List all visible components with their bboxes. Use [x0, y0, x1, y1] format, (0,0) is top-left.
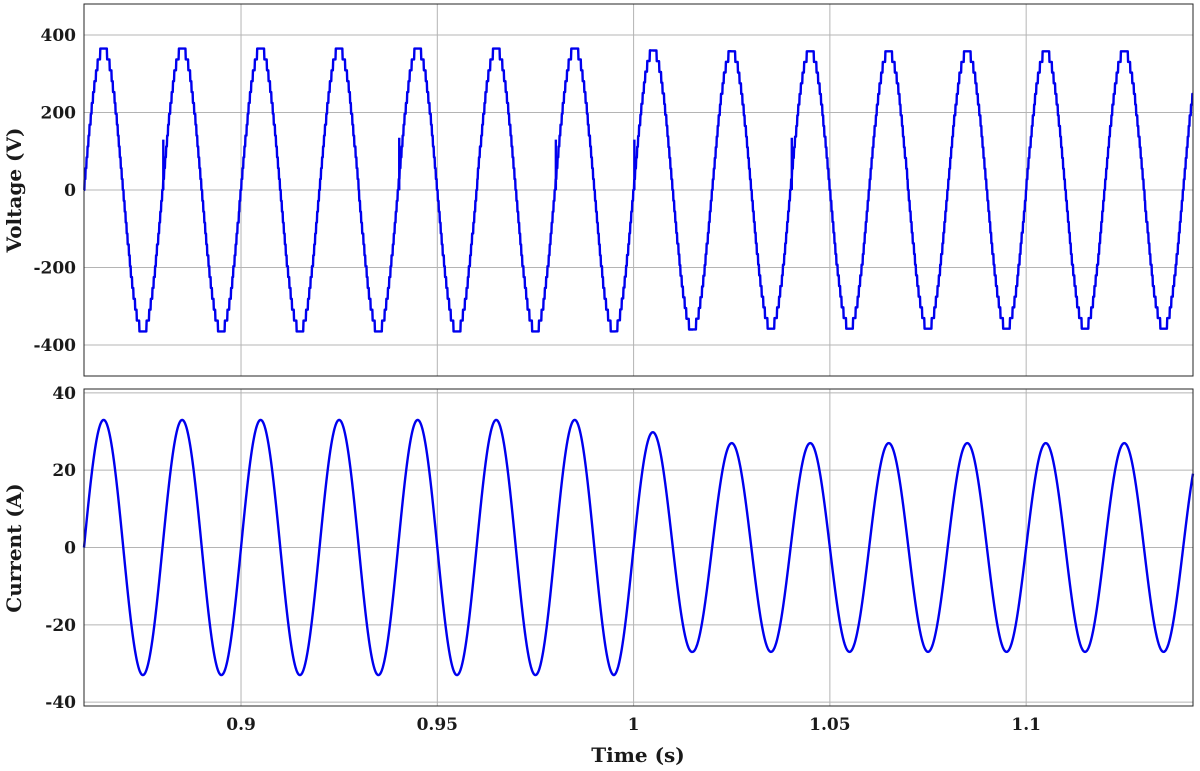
voltage-plot-border [83, 3, 1194, 377]
current-y-axis-label: Current (A) [2, 483, 26, 612]
voltage-y-tick-label: 400 [41, 26, 77, 46]
current-y-tick-label: -40 [45, 693, 76, 713]
current-y-tick-label: -20 [45, 616, 76, 636]
voltage-trace-group [83, 47, 1194, 333]
voltage-panel: -400 -200 0 200 400 Voltage (V) [2, 3, 1194, 377]
voltage-y-tick-labels: -400 -200 0 200 400 [33, 26, 76, 356]
current-series-line [82, 418, 1195, 677]
current-x-tick-label: 0.9 [226, 715, 256, 735]
current-x-tick-label: 1.1 [1011, 715, 1041, 735]
voltage-y-tick-label: -400 [33, 336, 76, 356]
voltage-series-line [83, 47, 1194, 333]
current-x-tick-label: 1 [628, 715, 640, 735]
current-x-tick-label: 0.95 [417, 715, 458, 735]
voltage-grid [84, 4, 1193, 376]
current-y-tick-label: 0 [64, 539, 76, 559]
current-x-tick-label: 1.05 [809, 715, 850, 735]
current-plot-border [83, 388, 1194, 707]
x-axis-label: Time (s) [591, 743, 685, 767]
voltage-y-tick-label: 200 [41, 104, 77, 124]
current-y-tick-label: 20 [52, 461, 76, 481]
voltage-y-axis-label: Voltage (V) [2, 128, 26, 254]
current-y-tick-label: 40 [52, 384, 76, 404]
current-y-tick-labels: -40 -20 0 20 40 [45, 384, 76, 713]
voltage-y-tick-label: -200 [33, 259, 76, 279]
current-x-tick-labels: 0.9 0.95 1 1.05 1.1 [226, 715, 1041, 735]
voltage-y-tick-label: 0 [64, 181, 76, 201]
current-trace-group [82, 418, 1195, 677]
